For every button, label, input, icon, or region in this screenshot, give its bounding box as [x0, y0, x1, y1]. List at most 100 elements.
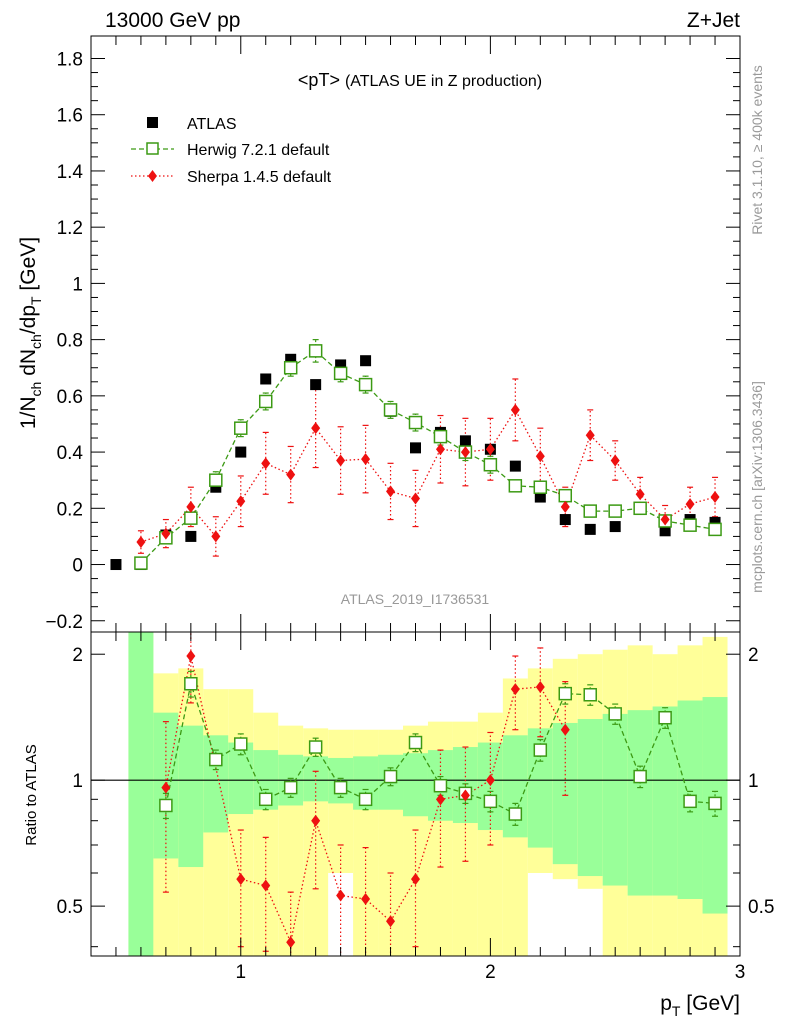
herwig-ratio-point	[258, 792, 273, 807]
sherpa-ratio-point	[411, 873, 420, 886]
bottom-ytick-label-right: 2	[748, 645, 759, 666]
sherpa-ratio-point	[336, 889, 346, 902]
bottom-ticks	[91, 632, 740, 956]
sherpa-point	[585, 429, 595, 442]
top-ytick-label: 1.2	[57, 218, 83, 239]
sherpa-ratio-point	[161, 781, 171, 794]
herwig-ratio-point	[658, 710, 672, 725]
herwig-ratio-point	[483, 794, 498, 809]
sherpa-ratio-point	[236, 873, 246, 886]
top-ytick-label: 0.2	[57, 499, 83, 520]
sherpa-point	[685, 498, 695, 511]
herwig-line	[140, 350, 716, 564]
legend-herwig-label: Herwig 7.2.1 default	[187, 142, 330, 159]
herwig-ratio-point	[558, 686, 573, 701]
sherpa-point	[361, 453, 371, 466]
herwig-ratio-point	[209, 752, 223, 767]
atlas-point	[185, 530, 197, 542]
herwig-ratio-point	[633, 769, 647, 784]
atlas-point	[310, 379, 322, 391]
sherpa-ratio-point	[261, 879, 271, 892]
herwig-ratio-point	[508, 807, 523, 821]
atlas-point	[659, 525, 671, 537]
band-outer	[228, 689, 254, 956]
top-ytick-label: 1.8	[57, 49, 83, 70]
legend-atlas-label: ATLAS	[187, 116, 237, 133]
herwig-point	[558, 488, 573, 503]
plot-title: <pT> (ATLAS UE in Z production)	[298, 70, 542, 90]
herwig-ratio-point	[533, 743, 548, 757]
top-ytick-label: 1.6	[57, 106, 83, 127]
sherpa-point	[186, 500, 196, 513]
herwig-ratio-point	[683, 794, 697, 809]
sherpa-ratio-point	[186, 650, 196, 663]
bottom-plot: 0.5 0.5 1 1 2 2 1 2 3	[57, 631, 774, 983]
herwig-point	[258, 394, 273, 409]
legend-atlas-marker	[147, 117, 158, 128]
sherpa-point	[510, 403, 520, 416]
x-axis-label: pT [GeV]	[660, 992, 740, 1019]
herwig-point	[483, 457, 498, 472]
sherpa-point	[261, 457, 271, 470]
band-outer	[253, 712, 279, 956]
top-ytick-label: 0	[72, 556, 83, 577]
uncertainty-bands	[128, 632, 728, 956]
herwig-point	[358, 377, 373, 392]
sherpa-point	[286, 468, 296, 481]
sherpa-ratio-point	[460, 789, 470, 802]
atlas-point	[410, 442, 421, 454]
sherpa-point	[710, 491, 720, 504]
analysis-watermark: ATLAS_2019_I1736531	[341, 591, 490, 607]
atlas-point	[509, 460, 521, 472]
side-label-mcplots: mcplots.cern.ch [arXiv:1306.3436]	[749, 381, 765, 593]
sherpa-point	[336, 454, 346, 467]
sherpa-point	[386, 485, 396, 498]
x-tick-labels: 1 2 3	[235, 962, 745, 983]
sherpa-ratio-point	[560, 723, 570, 736]
band-inner	[652, 706, 678, 896]
band-inner	[403, 753, 428, 817]
atlas-point	[210, 481, 222, 493]
x-tick-label: 2	[485, 962, 496, 983]
herwig-point	[433, 429, 448, 444]
herwig-ratio-point	[184, 676, 198, 691]
bottom-ytick-label-right: 1	[748, 771, 759, 792]
band-inner	[178, 725, 204, 868]
atlas-point	[459, 435, 471, 447]
band-inner	[303, 756, 329, 802]
herwig-point	[533, 480, 548, 494]
y-axis-label-top: 1/Nch dNch/dpT [GeV]	[17, 237, 44, 429]
legend-sherpa-label: Sherpa 1.4.5 default	[187, 169, 332, 186]
sherpa-point	[485, 443, 495, 456]
herwig-point	[308, 344, 323, 358]
top-ytick-label: 1	[72, 274, 83, 295]
herwig-ratio-point	[283, 780, 298, 795]
sherpa-point	[411, 492, 420, 505]
atlas-point	[534, 491, 546, 503]
x-tick-label: 3	[735, 962, 746, 983]
sherpa-ratio-point	[311, 814, 321, 827]
top-plot: −0.2 0 0.2 0.4 0.6 0.8 1 1.2 1.4 1.6 1.8 <pT> (ATLA…	[45, 35, 741, 633]
bottom-ytick-label: 1	[72, 771, 83, 792]
atlas-point	[235, 446, 247, 458]
band-inner	[477, 742, 503, 831]
sherpa-ratio-point	[286, 936, 296, 949]
herwig-ratio-point	[608, 707, 622, 721]
herwig-point	[333, 366, 348, 381]
herwig-ratio-point	[159, 798, 173, 813]
sherpa-ratio-point	[535, 680, 545, 693]
sherpa-point	[311, 422, 321, 435]
atlas-point	[559, 514, 571, 526]
legend-herwig-marker	[146, 142, 159, 155]
atlas-point	[584, 523, 596, 535]
sherpa-point	[136, 536, 146, 549]
sherpa-point	[660, 513, 670, 526]
header-right: Z+Jet	[687, 9, 740, 32]
herwig-ratio-point	[234, 737, 248, 751]
atlas-point	[335, 359, 347, 371]
bottom-ytick-label: 2	[72, 645, 83, 666]
sherpa-point	[635, 488, 645, 501]
sherpa-line	[140, 408, 716, 543]
sherpa-point	[610, 454, 620, 467]
